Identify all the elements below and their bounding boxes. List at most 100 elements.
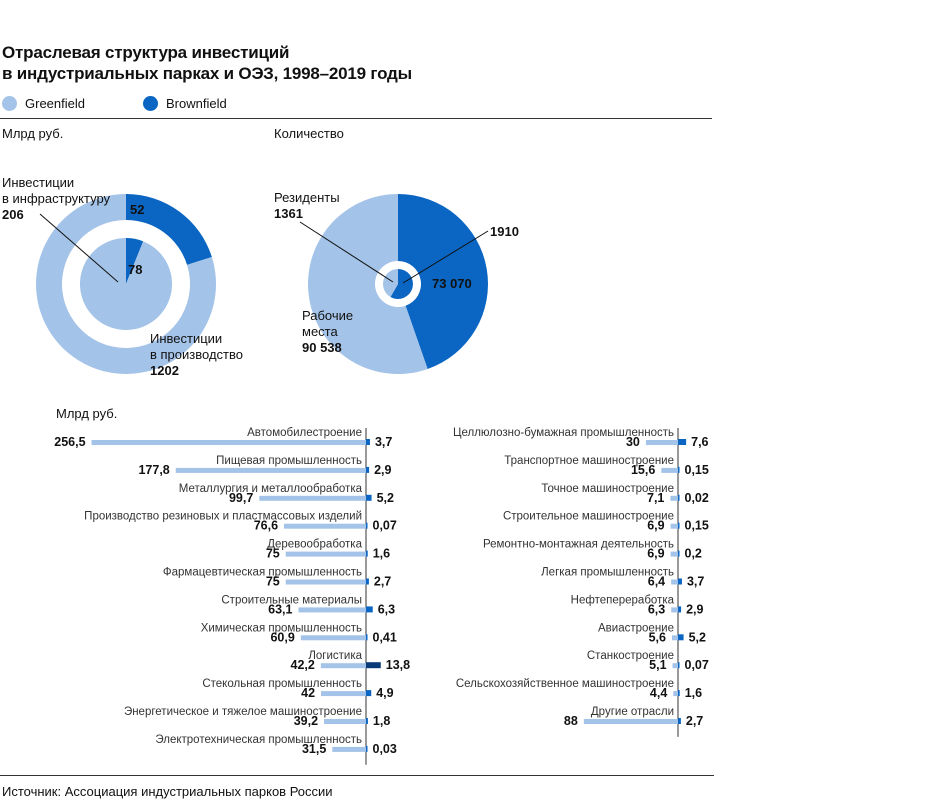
legend-label-brownfield: Brownfield [165,96,227,111]
greenfield-value-left-9: 42 [301,686,315,700]
units-bars: Млрд руб. [56,406,118,421]
category-label-right-0: Целлюлозно-бумажная промышленность [453,427,674,439]
brownfield-value-left-0: 3,7 [375,435,392,449]
production-label-line1: Инвестиции [150,331,222,346]
brownfield-value-right-2: 0,02 [685,491,709,505]
greenfield-bar-left-1 [175,467,366,473]
brownfield-bar-right-1 [678,466,680,473]
brownfield-bar-left-6 [366,606,373,613]
brownfield-value-left-8: 13,8 [386,658,410,672]
greenfield-value-left-10: 39,2 [294,714,318,728]
brownfield-value-left-6: 6,3 [378,602,395,616]
greenfield-bar-right-7 [672,635,678,641]
category-label-left-11: Электротехническая промышленность [155,734,362,746]
greenfield-bar-right-4 [670,551,678,557]
category-label-left-8: Логистика [308,650,362,662]
brownfield-bar-right-8 [678,662,680,669]
brownfield-bar-left-4 [366,550,368,557]
brownfield-value-right-3: 0,15 [685,519,709,533]
brownfield-bar-right-2 [678,494,680,501]
jobs-label-line1: Рабочие [302,308,353,323]
production-greenfield-slice [80,238,172,330]
greenfield-bar-right-8 [672,663,678,669]
greenfield-bar-left-5 [285,579,366,585]
greenfield-bar-right-1 [661,467,678,473]
brownfield-value-left-3: 0,07 [373,519,397,533]
greenfield-bar-left-9 [321,691,366,697]
brownfield-bar-left-3 [366,522,368,529]
category-label-right-6: Нефтепереработка [571,594,675,606]
top-divider [0,118,712,119]
greenfield-value-right-3: 6,9 [647,519,664,533]
brownfield-bar-right-0 [678,439,687,445]
production-label-line2: в производство [150,347,243,362]
infrastructure-label-line2: в инфраструктуру [2,191,111,206]
brownfield-value-left-9: 4,9 [376,686,393,700]
brownfield-bar-left-11 [366,745,368,752]
jobs-greenfield-slice [308,194,428,375]
greenfield-value-right-9: 4,4 [650,686,667,700]
brownfield-bar-left-5 [366,578,369,585]
brownfield-bar-left-8 [366,662,381,669]
greenfield-value-left-7: 60,9 [270,630,294,644]
residents-label: Резиденты [274,190,340,205]
brownfield-value-right-5: 3,7 [687,575,704,589]
residents-brownfield-leader-line [402,230,489,284]
greenfield-value-left-2: 99,7 [229,491,253,505]
greenfield-value-left-3: 76,6 [254,519,278,533]
greenfield-bar-left-8 [320,663,366,669]
greenfield-bar-right-9 [673,691,678,697]
legend-item-greenfield: Greenfield [2,96,85,111]
category-label-left-7: Химическая промышленность [201,622,362,634]
title-line-2: в индустриальных парках и ОЭЗ, 1998–2019… [2,64,412,83]
jobs-brownfield-value: 73 070 [432,276,472,291]
category-label-left-1: Пищевая промышленность [216,455,362,467]
units-right: Количество [274,126,344,141]
category-label-left-2: Металлургия и металлообработка [179,483,363,495]
greenfield-bar-right-0 [645,440,678,445]
category-label-left-0: Автомобилестроение [247,427,362,439]
brownfield-bar-left-9 [366,690,372,697]
greenfield-value-right-6: 6,3 [648,602,665,616]
greenfield-value-left-6: 63,1 [268,602,292,616]
brownfield-value-right-4: 0,2 [685,547,702,561]
category-label-left-10: Энергетическое и тяжелое машиностроение [124,706,362,718]
greenfield-bar-left-2 [259,495,366,501]
greenfield-value-right-7: 5,6 [649,630,666,644]
brownfield-bar-left-1 [366,466,370,473]
residents-brownfield-value: 1910 [490,224,519,239]
infrastructure-leader-line [39,213,119,283]
infrastructure-brownfield-value: 52 [130,202,144,217]
category-label-right-8: Станкостроение [587,650,674,662]
brownfield-bar-right-7 [678,634,684,641]
brownfield-value-right-10: 2,7 [686,714,703,728]
brownfield-bar-right-3 [678,522,680,529]
greenfield-value-left-1: 177,8 [138,463,169,477]
greenfield-value-left-5: 75 [266,575,280,589]
greenfield-value-right-10: 88 [564,714,578,728]
category-label-left-6: Строительные материалы [221,594,362,606]
category-label-right-10: Другие отрасли [591,706,674,718]
greenfield-bar-left-3 [284,523,366,529]
greenfield-bar-right-2 [670,495,678,501]
category-label-left-5: Фармацевтическая промышленность [163,567,362,579]
infrastructure-greenfield-value: 206 [2,207,24,222]
jobs-greenfield-value: 90 538 [302,340,342,355]
category-label-left-3: Производство резиновых и пластмассовых и… [84,511,362,523]
residents-greenfield-slice [383,269,398,297]
category-label-right-2: Точное машиностроение [541,483,674,495]
greenfield-bar-right-10 [583,719,678,724]
brownfield-bar-right-6 [678,606,682,613]
category-label-left-9: Стекольная промышленность [202,678,362,690]
brownfield-value-right-7: 5,2 [689,630,706,644]
bottom-divider [0,775,714,776]
units-left: Млрд руб. [2,126,64,141]
greenfield-value-left-4: 75 [266,547,280,561]
brownfield-bar-right-5 [678,578,682,585]
greenfield-bar-right-5 [671,579,678,585]
greenfield-value-left-8: 42,2 [291,658,315,672]
brownfield-value-left-11: 0,03 [373,742,397,756]
greenfield-bar-left-0 [91,440,367,445]
